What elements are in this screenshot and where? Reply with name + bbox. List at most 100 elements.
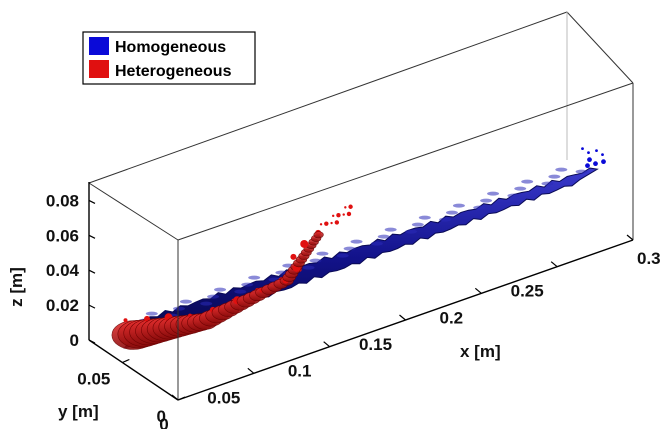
homogeneous-plume-highlight — [350, 239, 363, 244]
x-tick — [626, 234, 634, 241]
homogeneous-plume-highlight — [521, 179, 534, 184]
homogeneous-plume-highlight — [200, 301, 213, 306]
homogeneous-plume-highlight — [411, 222, 424, 227]
legend-box — [82, 31, 256, 85]
homogeneous-plume-fragment — [593, 161, 598, 167]
x-tick — [247, 367, 255, 374]
x-tick-label: 0.15 — [359, 335, 392, 354]
homogeneous-plume-highlight — [377, 234, 390, 239]
x-tick — [474, 287, 482, 294]
x-tick — [171, 394, 179, 401]
x-tick-label: 0.05 — [207, 388, 240, 407]
homogeneous-plume-highlight — [316, 251, 329, 256]
heterogeneous-plume-fragment — [342, 213, 345, 216]
y-tick — [177, 396, 186, 401]
x-tick-label: 0.3 — [637, 249, 661, 268]
homogeneous-plume-highlight — [548, 174, 561, 179]
homogeneous-plume-highlight — [446, 210, 458, 215]
z-tick-label: 0.04 — [46, 261, 80, 280]
homogeneous-plume-highlight — [343, 246, 356, 251]
legend-swatch-heterogeneous — [89, 60, 109, 78]
homogeneous-plume-highlight — [275, 270, 288, 275]
homogeneous-plume-highlight — [214, 287, 227, 292]
homogeneous-plume-fragment — [585, 163, 590, 169]
z-tick-label: 0 — [70, 331, 79, 350]
heterogeneous-plume-fragment — [319, 223, 323, 226]
bounding-box-front — [88, 82, 634, 400]
z-tick — [88, 199, 96, 204]
heterogeneous-plume-fragment — [330, 221, 333, 225]
isosurfaces — [111, 147, 606, 350]
homogeneous-plume-highlight — [241, 282, 254, 287]
homogeneous-plume-highlight — [336, 253, 349, 258]
z-axis-title: z [m] — [7, 267, 26, 307]
heterogeneous-plume-fragment — [346, 211, 352, 217]
homogeneous-plume-highlight — [418, 215, 431, 220]
axis-ticks: 0 0.02 0.04 0.06 0.08 0 0.05 0.1 0.15 0.2 0.25 0.3 0… — [46, 191, 661, 429]
legend: Homogeneous Heterogeneous — [82, 31, 256, 85]
z-tick — [88, 339, 96, 344]
y-axis-line — [88, 339, 179, 401]
homogeneous-plume-highlight — [384, 227, 397, 232]
homogeneous-plume-highlight — [487, 191, 500, 196]
y-tick — [122, 358, 130, 364]
legend-swatch-homogeneous — [89, 37, 109, 55]
heterogeneous-plume-droplet — [300, 239, 309, 248]
homogeneous-plume-highlight — [145, 311, 158, 316]
homogeneous-plume-highlight — [404, 229, 417, 234]
z-tick — [88, 269, 96, 274]
homogeneous-plume-highlight — [575, 169, 588, 174]
heterogeneous-plume-droplet — [123, 318, 128, 323]
x-tick — [550, 261, 558, 268]
homogeneous-plume-highlight — [514, 186, 527, 191]
homogeneous-plume-highlight — [541, 181, 554, 186]
heterogeneous-plume — [111, 204, 353, 350]
homogeneous-plume-highlight — [452, 203, 465, 208]
homogeneous-plume-highlight — [248, 275, 261, 280]
x-tick — [399, 314, 406, 321]
homogeneous-plume-highlight — [439, 217, 452, 222]
x-tick — [323, 341, 331, 348]
homogeneous-plume-fragment — [587, 151, 590, 155]
homogeneous-plume-fragment — [601, 159, 606, 165]
x-tick-label: 0 — [159, 415, 168, 429]
homogeneous-plume-highlight — [309, 258, 322, 263]
heterogeneous-plume-fragment — [331, 214, 335, 218]
homogeneous-plume-highlight — [480, 198, 493, 203]
heterogeneous-plume-fragment — [348, 204, 353, 209]
y-axis-title: y [m] — [58, 402, 99, 421]
homogeneous-plume-fragment — [587, 157, 592, 163]
legend-label-heterogeneous: Heterogeneous — [115, 63, 232, 80]
z-tick — [88, 234, 96, 239]
heterogeneous-plume-blob — [313, 231, 324, 239]
z-tick-label: 0.06 — [46, 226, 79, 245]
homogeneous-plume-fragment — [601, 153, 604, 157]
x-axis-title: x [m] — [460, 342, 501, 361]
homogeneous-plume-highlight — [507, 193, 520, 198]
homogeneous-plume-highlight — [179, 299, 192, 304]
x-tick-label: 0.25 — [511, 282, 544, 301]
homogeneous-plume-highlight — [207, 294, 220, 299]
homogeneous-plume-highlight — [234, 289, 247, 294]
homogeneous-plume-highlight — [302, 265, 315, 270]
heterogeneous-plume-droplet — [290, 253, 297, 260]
homogeneous-plume-highlight — [473, 205, 486, 210]
heterogeneous-plume-fragment — [324, 221, 329, 226]
axes-lines — [88, 182, 634, 401]
homogeneous-plume-highlight — [173, 306, 185, 311]
homogeneous-plume-fragment — [595, 149, 598, 153]
homogeneous-plume-highlight — [370, 241, 383, 246]
heterogeneous-plume-fragment — [334, 220, 340, 225]
z-tick-label: 0.08 — [46, 191, 79, 210]
x-tick-label: 0.1 — [288, 362, 312, 381]
y-tick-label: 0.05 — [77, 370, 110, 389]
x-tick-label: 0.2 — [440, 308, 464, 327]
homogeneous-plume-fragment — [581, 147, 584, 151]
z-tick-label: 0.02 — [46, 296, 79, 315]
homogeneous-plume-highlight — [555, 167, 568, 172]
z-tick — [88, 304, 96, 309]
bounding-box-back — [88, 11, 634, 184]
heterogeneous-plume-fragment — [336, 213, 341, 218]
heterogeneous-plume-fragment — [344, 206, 347, 209]
